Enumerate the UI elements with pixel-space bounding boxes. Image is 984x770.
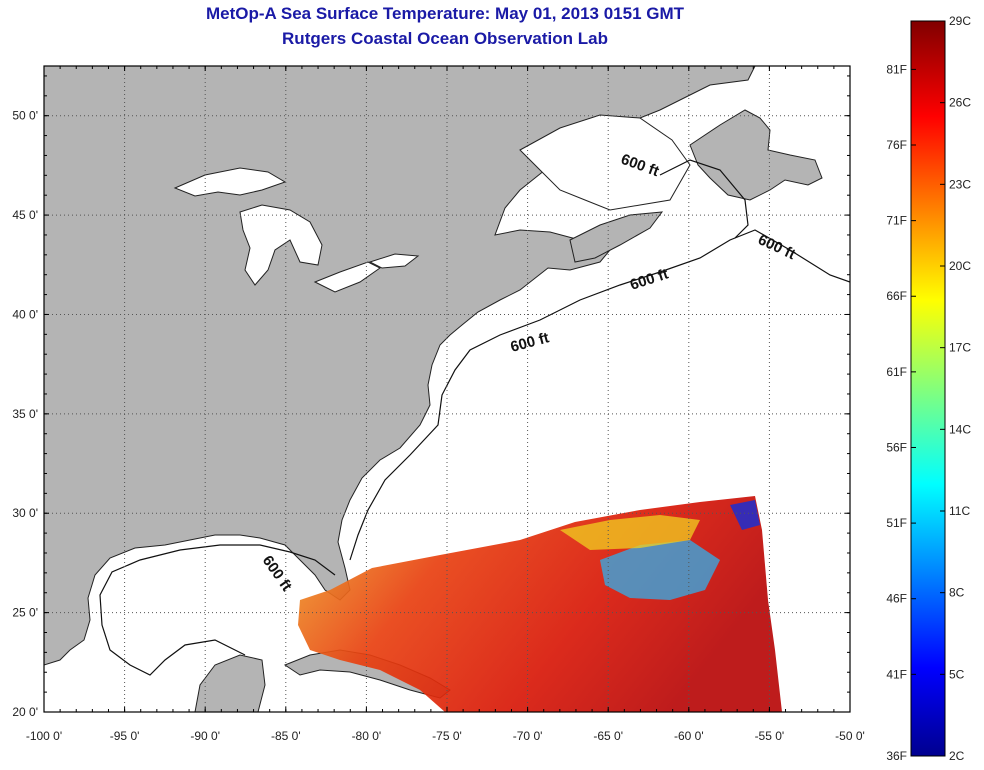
colorbar-fahrenheit-label: 66F [886,289,907,303]
axis-ticks [43,66,851,713]
colorbar-celsius-label: 14C [949,422,971,436]
contour-600ft-atlantic [349,229,850,561]
lat-tick-label: 35 0' [12,407,38,421]
lon-tick-label: -85 0' [271,729,301,743]
lon-tick-label: -50 0' [835,729,865,743]
land-yucatan [194,654,266,712]
colorbar-fahrenheit-label: 61F [886,365,907,379]
lat-tick-label: 50 0' [12,109,38,123]
land-nova-scotia [569,211,664,263]
land-newfoundland [689,109,823,201]
lon-tick-label: -80 0' [352,729,382,743]
colorbar-celsius-label: 11C [949,504,970,518]
lon-tick-label: -65 0' [593,729,623,743]
colorbar-fahrenheit-label: 81F [886,62,907,76]
colorbar-scale [910,20,946,757]
sst-mild-patch [560,515,700,550]
lake-ontario [368,253,420,269]
contour-600ft-north [659,159,749,239]
colorbar-celsius-label: 29C [949,14,971,28]
map-title: MetOp-A Sea Surface Temperature: May 01,… [205,4,685,23]
lat-tick-label: 20 0' [12,705,38,719]
colorbar-celsius-label: 26C [949,96,971,110]
lat-tick-label: 30 0' [12,506,38,520]
colorbar-fahrenheit-label: 56F [886,440,907,454]
lon-tick-label: -70 0' [513,729,543,743]
colorbar-celsius-label: 20C [949,259,971,273]
sst-cool-patch [600,540,720,600]
lat-tick-label: 45 0' [12,208,38,222]
colorbar-fahrenheit-label: 51F [886,516,907,530]
colorbar-fahrenheit-label: 76F [886,138,907,152]
lat-tick-label: 40 0' [12,307,38,321]
colorbar-fahrenheit-label: 41F [886,667,907,681]
colorbar-fahrenheit-label: 46F [886,592,907,606]
gulf-st-lawrence [519,114,691,211]
lake-superior [173,167,287,197]
colorbar-celsius-label: 5C [949,667,965,681]
map-subtitle: Rutgers Coastal Ocean Observation Lab [282,29,608,48]
lon-tick-label: -75 0' [432,729,462,743]
colorbar-fahrenheit-label: 36F [886,749,907,763]
lon-tick-label: -60 0' [674,729,704,743]
contour-600ft-gulf [99,544,336,676]
axis-labels: -100 0' -95 0' -90 0' -85 0' -80 0' -75 0' -70… [12,109,864,743]
colorbar-celsius-label: 2C [949,749,965,763]
colorbar-celsius-label: 8C [949,586,965,600]
lon-tick-label: -90 0' [190,729,220,743]
colorbar-fahrenheit-label: 71F [886,214,907,228]
lon-tick-label: -55 0' [755,729,785,743]
lon-tick-label: -100 0' [26,729,62,743]
lake-erie [313,261,381,293]
lat-tick-label: 25 0' [12,606,38,620]
colorbar-celsius-label: 17C [949,341,971,355]
sst-cold-patch [730,500,760,530]
lake-michigan-huron [239,204,323,286]
colorbar-celsius-label: 23C [949,177,971,191]
lon-tick-label: -95 0' [110,729,140,743]
